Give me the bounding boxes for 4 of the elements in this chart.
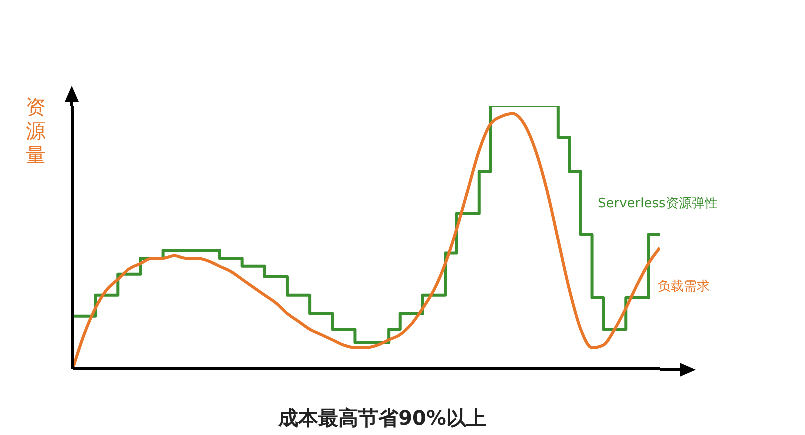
series-label: Serverless资源弹性	[598, 196, 718, 212]
y-axis-title: 资源量	[26, 95, 46, 167]
series-label: 负载需求	[658, 280, 710, 295]
text: 成本最高节省90%以上	[278, 406, 486, 430]
